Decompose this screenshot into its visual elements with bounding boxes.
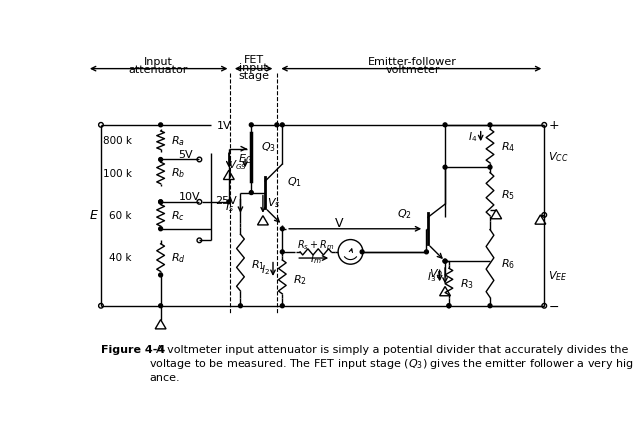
Text: Figure 4-4: Figure 4-4 bbox=[101, 345, 165, 354]
Circle shape bbox=[447, 304, 451, 308]
Circle shape bbox=[488, 124, 492, 127]
Text: $V_{EE}$: $V_{EE}$ bbox=[548, 268, 567, 282]
Circle shape bbox=[280, 304, 284, 308]
Text: $R_1$: $R_1$ bbox=[251, 258, 265, 272]
Text: $R_d$: $R_d$ bbox=[171, 251, 186, 265]
Text: $R_a$: $R_a$ bbox=[171, 134, 185, 148]
Circle shape bbox=[158, 227, 162, 231]
Text: $Q_1$: $Q_1$ bbox=[287, 175, 302, 188]
Text: 5V: 5V bbox=[178, 150, 193, 160]
Circle shape bbox=[158, 124, 162, 127]
Text: $R_6$: $R_6$ bbox=[501, 257, 515, 271]
Circle shape bbox=[443, 260, 447, 263]
Text: $R_5$: $R_5$ bbox=[501, 188, 515, 201]
Text: $V_{GS}$: $V_{GS}$ bbox=[228, 158, 247, 172]
Circle shape bbox=[280, 124, 284, 127]
Text: $V_P$: $V_P$ bbox=[429, 266, 443, 280]
Circle shape bbox=[158, 273, 162, 277]
Text: stage: stage bbox=[238, 71, 269, 81]
Text: 800 k: 800 k bbox=[103, 136, 132, 146]
Text: $I_2$: $I_2$ bbox=[261, 262, 269, 276]
Circle shape bbox=[425, 251, 429, 254]
Text: $R_4$: $R_4$ bbox=[501, 139, 515, 153]
Text: $R_s + R_m$: $R_s + R_m$ bbox=[297, 238, 334, 251]
Text: $R_3$: $R_3$ bbox=[460, 277, 474, 291]
Circle shape bbox=[447, 304, 451, 308]
Text: $V_s$: $V_s$ bbox=[267, 195, 280, 209]
Text: $R_2$: $R_2$ bbox=[293, 272, 307, 286]
Text: $I_s$: $I_s$ bbox=[225, 200, 234, 214]
Circle shape bbox=[443, 166, 447, 170]
Circle shape bbox=[360, 251, 364, 254]
Text: $Q_2$: $Q_2$ bbox=[398, 207, 412, 221]
Text: voltmeter: voltmeter bbox=[385, 64, 440, 74]
Text: $-$: $-$ bbox=[548, 300, 559, 313]
Text: FET: FET bbox=[243, 55, 264, 65]
Text: $I_4$: $I_4$ bbox=[469, 130, 477, 144]
Circle shape bbox=[280, 251, 284, 254]
Circle shape bbox=[249, 124, 253, 127]
Text: $R_b$: $R_b$ bbox=[171, 166, 186, 180]
Circle shape bbox=[249, 191, 253, 195]
Text: 60 k: 60 k bbox=[110, 210, 132, 220]
Circle shape bbox=[238, 304, 242, 308]
Text: $+$: $+$ bbox=[548, 119, 559, 132]
Text: V: V bbox=[335, 217, 344, 230]
Text: 25V: 25V bbox=[215, 195, 236, 205]
Text: 40 k: 40 k bbox=[110, 253, 132, 263]
Text: Emitter-follower: Emitter-follower bbox=[368, 57, 457, 67]
Text: E: E bbox=[89, 209, 97, 222]
Text: $E_G$: $E_G$ bbox=[238, 152, 253, 166]
Circle shape bbox=[158, 201, 162, 204]
Text: $Q_3$: $Q_3$ bbox=[261, 140, 276, 154]
Circle shape bbox=[488, 304, 492, 308]
Circle shape bbox=[158, 158, 162, 162]
Circle shape bbox=[158, 304, 162, 308]
Text: input: input bbox=[239, 63, 268, 73]
Text: $I_3$: $I_3$ bbox=[427, 270, 436, 284]
Circle shape bbox=[488, 166, 492, 170]
Text: Input: Input bbox=[144, 57, 172, 67]
Text: 100 k: 100 k bbox=[103, 168, 132, 178]
Text: attenuator: attenuator bbox=[129, 64, 188, 74]
Circle shape bbox=[443, 124, 447, 127]
Circle shape bbox=[158, 201, 162, 204]
Text: $R_c$: $R_c$ bbox=[171, 208, 185, 223]
Circle shape bbox=[227, 201, 231, 204]
Circle shape bbox=[280, 227, 284, 231]
Text: 10V: 10V bbox=[179, 192, 201, 202]
Circle shape bbox=[275, 124, 279, 127]
Circle shape bbox=[443, 260, 447, 263]
Text: 1V: 1V bbox=[217, 120, 232, 131]
Text: A voltmeter input attenuator is simply a potential divider that accurately divid: A voltmeter input attenuator is simply a… bbox=[149, 345, 634, 382]
Text: $V_{CC}$: $V_{CC}$ bbox=[548, 149, 569, 163]
Text: $I_m$: $I_m$ bbox=[310, 251, 321, 265]
